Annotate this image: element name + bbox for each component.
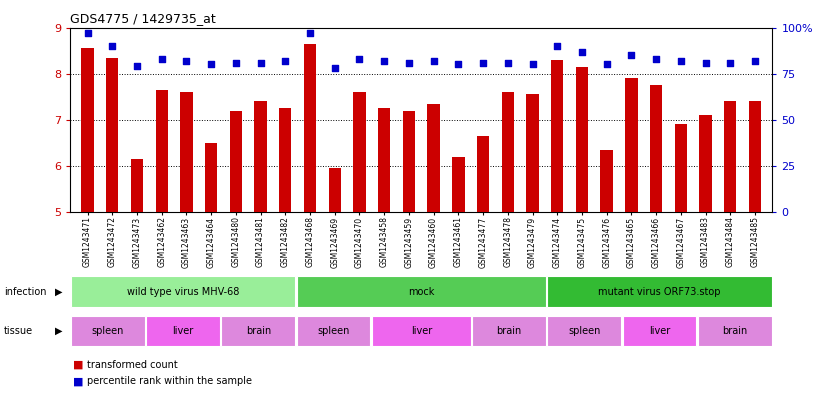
Point — [551, 43, 564, 49]
Point — [427, 58, 440, 64]
Text: ▶: ▶ — [55, 287, 63, 297]
Bar — [155, 90, 168, 212]
Bar — [427, 104, 439, 212]
Point — [131, 63, 144, 70]
Bar — [221, 316, 295, 347]
Text: brain: brain — [722, 326, 748, 336]
Point — [477, 59, 490, 66]
Text: spleen: spleen — [317, 326, 349, 336]
Point — [180, 58, 193, 64]
Point — [303, 30, 316, 36]
Bar — [279, 108, 292, 212]
Point — [748, 58, 762, 64]
Point — [624, 52, 638, 58]
Point — [155, 56, 169, 62]
Bar — [230, 111, 242, 212]
Text: spleen: spleen — [568, 326, 601, 336]
Bar — [548, 316, 621, 347]
Bar — [477, 136, 489, 212]
Bar — [354, 92, 366, 212]
Point — [81, 30, 94, 36]
Point — [328, 65, 341, 71]
Text: infection: infection — [4, 287, 46, 297]
Point — [674, 58, 687, 64]
Text: wild type virus MHV-68: wild type virus MHV-68 — [127, 287, 240, 297]
Text: liver: liver — [173, 326, 193, 336]
Bar — [297, 276, 546, 307]
Point — [699, 59, 712, 66]
Bar — [548, 276, 771, 307]
Bar — [724, 101, 737, 212]
Bar — [576, 67, 588, 212]
Bar — [501, 92, 514, 212]
Point — [230, 59, 243, 66]
Text: mutant virus ORF73.stop: mutant virus ORF73.stop — [598, 287, 721, 297]
Point — [600, 61, 613, 68]
Bar — [71, 316, 145, 347]
Bar — [372, 316, 471, 347]
Bar — [297, 316, 370, 347]
Bar — [304, 44, 316, 212]
Text: liver: liver — [411, 326, 432, 336]
Bar — [551, 60, 563, 212]
Text: GDS4775 / 1429735_at: GDS4775 / 1429735_at — [70, 12, 216, 25]
Bar — [650, 85, 662, 212]
Bar — [81, 48, 93, 212]
Point — [106, 43, 119, 49]
Text: transformed count: transformed count — [87, 360, 178, 370]
Bar — [675, 125, 687, 212]
Bar — [698, 316, 771, 347]
Bar — [625, 78, 638, 212]
Bar — [131, 159, 143, 212]
Bar — [378, 108, 391, 212]
Point — [576, 48, 589, 55]
Bar — [601, 150, 613, 212]
Bar — [329, 168, 341, 212]
Point — [526, 61, 539, 68]
Point — [452, 61, 465, 68]
Bar — [700, 115, 712, 212]
Text: percentile rank within the sample: percentile rank within the sample — [87, 376, 252, 386]
Bar — [749, 101, 762, 212]
Bar — [180, 92, 192, 212]
Bar — [403, 111, 415, 212]
Bar — [146, 316, 220, 347]
Text: ▶: ▶ — [55, 326, 63, 336]
Point — [649, 56, 662, 62]
Bar — [106, 57, 118, 212]
Bar — [254, 101, 267, 212]
Point — [205, 61, 218, 68]
Bar — [452, 157, 464, 212]
Bar — [71, 276, 295, 307]
Text: brain: brain — [245, 326, 271, 336]
Text: brain: brain — [496, 326, 522, 336]
Text: ■: ■ — [73, 360, 83, 370]
Bar — [526, 94, 539, 212]
Point — [402, 59, 415, 66]
Text: spleen: spleen — [92, 326, 124, 336]
Text: tissue: tissue — [4, 326, 33, 336]
Text: mock: mock — [408, 287, 434, 297]
Point — [353, 56, 366, 62]
Point — [377, 58, 391, 64]
Text: liver: liver — [649, 326, 670, 336]
Point — [501, 59, 515, 66]
Point — [278, 58, 292, 64]
Point — [724, 59, 737, 66]
Bar — [623, 316, 696, 347]
Bar — [472, 316, 546, 347]
Point — [254, 59, 267, 66]
Text: ■: ■ — [73, 376, 83, 386]
Bar — [205, 143, 217, 212]
